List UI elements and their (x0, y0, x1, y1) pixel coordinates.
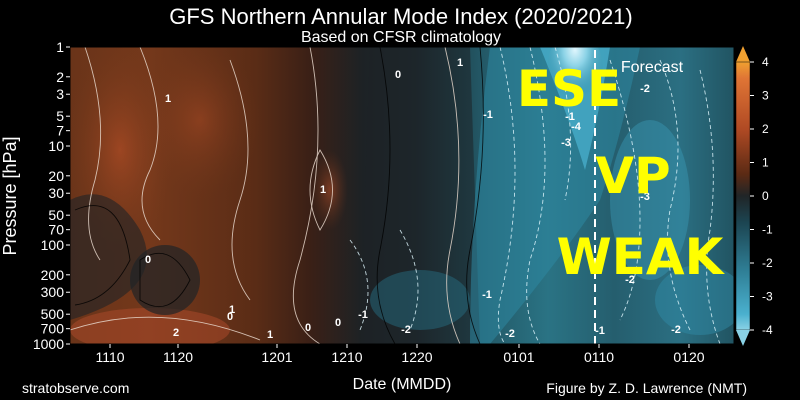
contour-label: -2 (625, 274, 635, 286)
contour-label: -2 (640, 83, 650, 95)
colorbar-tick-label: 0 (762, 189, 769, 203)
x-tick-label: 0120 (673, 349, 704, 365)
positive-anomaly-region (312, 150, 348, 230)
negative-anomaly-region (470, 47, 640, 344)
positive-anomaly-region (140, 47, 260, 200)
annotation-vp: VP (595, 147, 670, 205)
contour-label: 1 (229, 304, 235, 316)
colorbar-tick-label: 4 (762, 55, 769, 69)
y-axis-label: Pressure [hPa] (0, 136, 20, 255)
contour-label: -1 (483, 109, 493, 121)
y-tick-label: 3 (56, 86, 64, 102)
neutral-region (130, 245, 200, 315)
plot-area (70, 47, 734, 344)
x-axis: 1110 1120 1201 1210 1220 0101 0110 0120 (95, 344, 705, 365)
colorbar-tick-label: 1 (762, 156, 769, 170)
footer-site: stratobserve.com (22, 380, 129, 396)
x-tick-label: 1201 (261, 349, 292, 365)
x-tick-label: 0101 (503, 349, 534, 365)
contour-label: 1 (267, 329, 273, 341)
negative-anomaly-region (370, 270, 470, 330)
contour-label: -1 (482, 289, 492, 301)
zero-contours (74, 47, 484, 344)
x-tick-label: 0110 (584, 349, 614, 365)
contour-label: 1 (320, 184, 326, 196)
y-tick-label: 5 (56, 108, 64, 124)
negative-anomaly-region (655, 265, 734, 335)
contour-label: 0 (227, 311, 233, 323)
contour-label: 0 (395, 69, 401, 81)
x-tick-label: 1120 (163, 349, 193, 365)
contour-label: -1 (565, 111, 575, 123)
y-tick-label: 30 (48, 185, 64, 201)
extreme-negative-core (547, 47, 603, 110)
colorbar-tick-label: -4 (762, 323, 773, 337)
y-tick-label: 700 (41, 321, 65, 337)
neutral-region (360, 47, 480, 344)
y-tick-label: 200 (41, 267, 65, 283)
contour-label: -4 (571, 121, 582, 133)
annotation-ese: ESE (517, 60, 621, 118)
x-tick-label: 1210 (331, 349, 362, 365)
contour-label: 0 (335, 317, 341, 329)
y-tick-label: 100 (41, 237, 65, 253)
x-axis-label: Date (MMDD) (353, 376, 452, 393)
colorbar-tick-label: 2 (762, 122, 769, 136)
chart-title: GFS Northern Annular Mode Index (2020/20… (169, 4, 633, 29)
y-tick-label: 50 (48, 207, 64, 223)
y-tick-label: 2 (56, 69, 64, 85)
x-tick-label: 1110 (95, 349, 124, 365)
y-tick-label: 7 (56, 123, 64, 139)
contour-label: 2 (173, 327, 179, 339)
contour-label: -3 (640, 191, 650, 203)
contour-label: -1 (358, 309, 368, 321)
negative-anomaly-region (610, 120, 690, 280)
colorbar-scale (735, 61, 751, 331)
contour-label: -1 (595, 325, 605, 337)
y-tick-label: 20 (48, 168, 64, 184)
colorbar-tick-label: 3 (762, 89, 769, 103)
footer-credit: Figure by Z. D. Lawrence (NMT) (546, 380, 747, 396)
colorbar: 4 3 2 1 0 -1 -2 -3 -4 (735, 46, 773, 346)
y-tick-label: 500 (41, 306, 65, 322)
contour-label: -3 (561, 137, 571, 149)
contour-label: 1 (457, 57, 463, 69)
y-tick-label: 1 (56, 39, 64, 55)
y-tick-label: 1000 (33, 336, 64, 352)
y-tick-label: 300 (41, 284, 65, 300)
colorbar-max-arrow (736, 46, 750, 62)
contour-label: 0 (305, 322, 311, 334)
colorbar-tick-label: -2 (762, 256, 773, 270)
contour-label: 0 (145, 254, 151, 266)
contour-label: -2 (671, 324, 681, 336)
y-tick-label: 70 (48, 222, 64, 238)
plot-frame (69, 46, 735, 345)
contour-label: -2 (505, 328, 515, 340)
positive-contours (70, 47, 461, 344)
positive-anomaly-region (70, 308, 230, 344)
colorbar-min-arrow (736, 330, 750, 346)
x-tick-label: 1220 (401, 349, 432, 365)
colorbar-tick-label: -3 (762, 290, 773, 304)
y-tick-label: 10 (48, 138, 64, 154)
forecast-label: Forecast (621, 59, 684, 76)
contour-label: 1 (165, 93, 171, 105)
negative-contours (349, 47, 721, 344)
annotation-weak: WEAK (557, 228, 726, 286)
contour-label: -2 (401, 324, 411, 336)
colorbar-tick-label: -1 (762, 223, 773, 237)
colorbar-ticks: 4 3 2 1 0 -1 -2 -3 -4 (750, 55, 773, 337)
chart-subtitle: Based on CFSR climatology (301, 29, 501, 46)
